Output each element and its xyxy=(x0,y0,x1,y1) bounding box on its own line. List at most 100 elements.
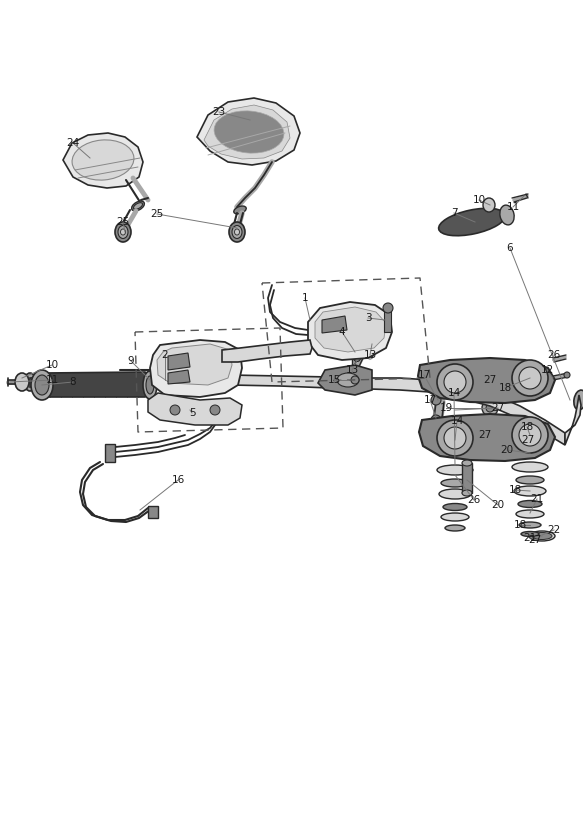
Ellipse shape xyxy=(118,226,128,238)
Text: 18: 18 xyxy=(508,485,522,495)
Ellipse shape xyxy=(232,226,242,238)
Text: 22: 22 xyxy=(547,525,561,535)
Ellipse shape xyxy=(146,376,154,394)
Text: 21: 21 xyxy=(531,494,543,504)
Text: 7: 7 xyxy=(451,208,457,218)
Circle shape xyxy=(444,371,466,393)
Text: 11: 11 xyxy=(45,375,59,385)
Text: 8: 8 xyxy=(70,377,76,387)
Ellipse shape xyxy=(439,489,471,499)
Ellipse shape xyxy=(445,525,465,531)
Ellipse shape xyxy=(518,500,542,508)
Polygon shape xyxy=(168,353,190,370)
Text: 27: 27 xyxy=(528,535,542,545)
Text: 10: 10 xyxy=(472,195,486,205)
Polygon shape xyxy=(308,302,392,360)
Text: 13: 13 xyxy=(363,350,377,360)
Text: 16: 16 xyxy=(171,475,185,485)
Bar xyxy=(105,444,115,462)
Circle shape xyxy=(367,340,374,348)
Text: 24: 24 xyxy=(66,138,80,148)
Text: 3: 3 xyxy=(365,313,371,323)
Text: 14: 14 xyxy=(447,388,461,398)
Circle shape xyxy=(444,427,466,449)
Ellipse shape xyxy=(519,522,541,528)
Ellipse shape xyxy=(529,531,555,541)
Ellipse shape xyxy=(438,208,505,236)
Text: 25: 25 xyxy=(117,217,129,227)
Polygon shape xyxy=(150,340,242,397)
Ellipse shape xyxy=(143,371,157,399)
Polygon shape xyxy=(40,372,150,397)
Polygon shape xyxy=(315,307,386,352)
Circle shape xyxy=(519,367,541,389)
Circle shape xyxy=(564,372,570,378)
Text: 18: 18 xyxy=(514,520,526,530)
Circle shape xyxy=(437,364,473,400)
Text: 5: 5 xyxy=(189,408,195,418)
Ellipse shape xyxy=(134,203,142,209)
Ellipse shape xyxy=(337,373,359,387)
Polygon shape xyxy=(322,316,347,333)
Circle shape xyxy=(486,404,494,412)
Polygon shape xyxy=(222,340,312,362)
Ellipse shape xyxy=(521,531,539,536)
Text: 10: 10 xyxy=(45,360,58,370)
Text: 17: 17 xyxy=(423,395,437,405)
Polygon shape xyxy=(168,370,190,384)
Circle shape xyxy=(383,303,393,313)
Circle shape xyxy=(512,360,548,396)
Ellipse shape xyxy=(437,465,473,475)
Text: 26: 26 xyxy=(468,495,480,505)
Ellipse shape xyxy=(214,111,284,153)
Text: 18: 18 xyxy=(521,422,533,432)
Polygon shape xyxy=(418,358,555,403)
Text: 9: 9 xyxy=(128,356,134,366)
Polygon shape xyxy=(148,393,242,425)
Circle shape xyxy=(353,354,360,362)
Bar xyxy=(462,463,472,493)
Bar xyxy=(384,310,391,332)
Polygon shape xyxy=(63,133,143,188)
Circle shape xyxy=(437,420,473,456)
Text: 21: 21 xyxy=(524,533,536,543)
Polygon shape xyxy=(197,98,300,165)
Ellipse shape xyxy=(35,375,49,395)
Circle shape xyxy=(351,376,359,384)
Ellipse shape xyxy=(121,229,125,235)
Ellipse shape xyxy=(24,373,36,391)
Ellipse shape xyxy=(514,486,546,496)
Text: 1: 1 xyxy=(301,293,308,303)
Ellipse shape xyxy=(512,462,548,472)
Text: 13: 13 xyxy=(345,365,359,375)
Ellipse shape xyxy=(574,390,583,410)
Polygon shape xyxy=(419,414,555,461)
Ellipse shape xyxy=(234,229,240,235)
Text: 27: 27 xyxy=(479,430,491,440)
Bar xyxy=(148,506,158,518)
Circle shape xyxy=(512,417,548,453)
Text: 19: 19 xyxy=(440,403,452,413)
Ellipse shape xyxy=(443,503,467,511)
Ellipse shape xyxy=(15,373,29,391)
Polygon shape xyxy=(318,365,372,395)
Text: 26: 26 xyxy=(547,350,561,360)
Circle shape xyxy=(482,400,498,416)
Text: 17: 17 xyxy=(417,370,431,380)
Circle shape xyxy=(210,405,220,415)
Ellipse shape xyxy=(234,206,246,214)
Text: 12: 12 xyxy=(540,365,554,375)
Ellipse shape xyxy=(462,460,472,466)
Polygon shape xyxy=(565,395,581,445)
Ellipse shape xyxy=(132,201,145,211)
Circle shape xyxy=(431,415,441,425)
Ellipse shape xyxy=(532,532,552,540)
Ellipse shape xyxy=(483,198,495,212)
Text: 18: 18 xyxy=(498,383,512,393)
Ellipse shape xyxy=(462,490,472,496)
Text: 14: 14 xyxy=(451,416,463,426)
Ellipse shape xyxy=(516,510,544,518)
Text: 11: 11 xyxy=(507,202,519,212)
Circle shape xyxy=(431,395,441,405)
Text: 20: 20 xyxy=(500,445,514,455)
